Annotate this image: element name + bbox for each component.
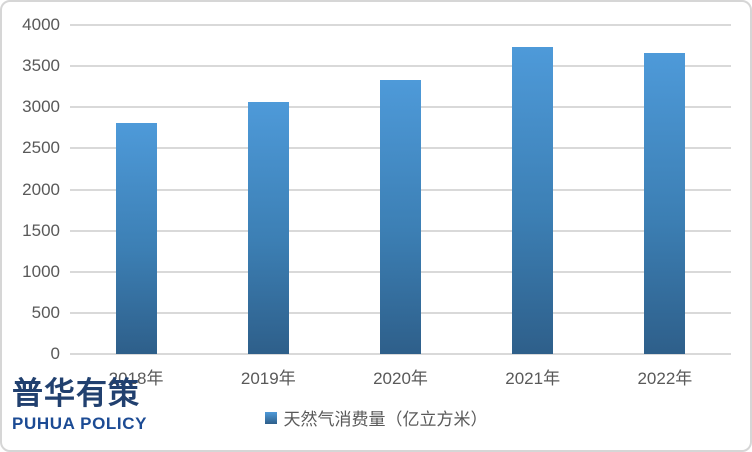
bar-2020年 [380, 80, 421, 354]
y-axis-tick-label: 4000 [22, 15, 60, 34]
x-axis-label: 2021年 [505, 369, 561, 388]
legend: 天然气消费量（亿立方米） [2, 405, 750, 430]
x-axis-label: 2018年 [108, 369, 164, 388]
y-axis-tick-label: 0 [50, 344, 60, 363]
y-axis-tick-label: 1500 [22, 220, 60, 240]
bar-2021年 [512, 47, 554, 354]
legend-label: 天然气消费量（亿立方米） [283, 410, 488, 429]
bar-2019年 [247, 102, 289, 354]
y-axis-tick-label: 3500 [22, 56, 60, 76]
puhua-policy-logo: 普华有策 PUHUA POLICY [12, 375, 147, 435]
y-axis-tick-label: 3000 [22, 97, 60, 117]
plot-area [70, 24, 731, 355]
logo-chinese-text: 普华有策 [12, 376, 140, 411]
gridline [70, 65, 731, 68]
y-axis-tick-label: 500 [31, 302, 60, 322]
y-axis-tick-label: 2500 [22, 138, 60, 158]
gridline [70, 353, 731, 355]
legend-square-icon [264, 411, 277, 424]
x-axis-label: 2022年 [637, 369, 693, 388]
y-axis-tick-label: 2000 [22, 179, 60, 199]
x-axis-label: 2020年 [373, 369, 428, 388]
bar-2022年 [644, 52, 686, 354]
logo-english-text: PUHUA POLICY [12, 414, 148, 433]
y-axis-tick-label: 1000 [22, 261, 60, 281]
gridline [70, 24, 731, 26]
x-axis-label: 2019年 [240, 369, 296, 388]
bar-2018年 [115, 122, 157, 354]
